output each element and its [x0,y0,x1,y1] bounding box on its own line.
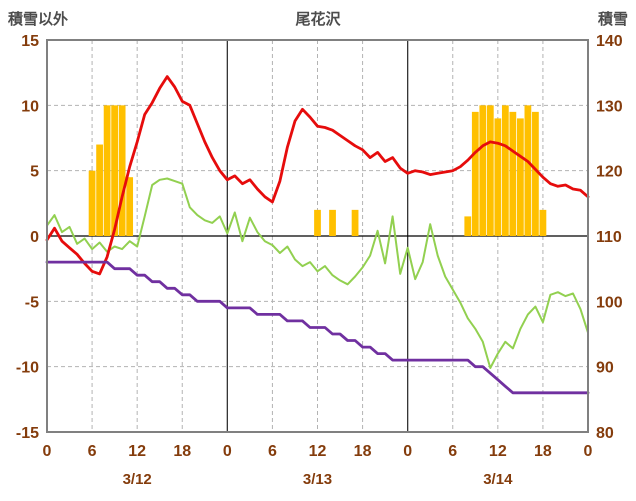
left-tick-label: 10 [21,98,39,115]
bar-precipitation-orange [96,144,103,236]
left-tick-label: -10 [16,360,39,377]
hour-tick-label: 6 [448,443,457,460]
hour-tick-label: 18 [534,443,552,460]
bar-precipitation-orange [516,118,524,236]
bar-precipitation-orange [524,105,532,236]
hour-tick-label: 12 [489,443,507,460]
bar-precipitation-orange [88,170,96,236]
right-tick-label: 100 [596,294,623,311]
date-label: 3/14 [483,471,513,488]
right-tick-label: 90 [596,360,614,377]
hour-tick-label: 0 [584,443,593,460]
line-temperature-red [45,75,590,276]
line-snow-depth-purple [45,260,590,395]
right-axis-title: 積雪 [597,11,628,28]
left-tick-label: -5 [25,294,39,311]
bar-precipitation-orange [464,216,472,236]
hour-tick-label: 18 [173,443,191,460]
bar-precipitation-orange [111,105,119,236]
right-tick-label: 140 [596,33,623,50]
left-axis-title: 積雪以外 [8,11,69,28]
hour-tick-label: 18 [354,443,372,460]
bar-precipitation-orange [501,105,509,236]
line-secondary-green [46,177,589,369]
bar-precipitation-orange [118,105,126,236]
bar-precipitation-orange [314,209,321,236]
right-tick-label: 110 [596,229,622,246]
date-label: 3/13 [303,471,332,488]
bar-precipitation-orange [329,209,336,236]
hour-tick-label: 0 [403,443,412,460]
right-tick-label: 130 [596,98,623,115]
date-label: 3/12 [123,471,152,488]
hour-tick-label: 6 [268,443,277,460]
hour-tick-label: 0 [43,443,52,460]
bar-precipitation-orange [126,177,134,236]
bar-precipitation-orange [479,105,487,236]
bar-precipitation-orange [509,111,517,236]
hour-tick-label: 12 [128,443,146,460]
hour-tick-label: 0 [223,443,232,460]
bar-precipitation-orange [471,111,479,236]
left-tick-label: -15 [16,425,39,442]
hour-tick-label: 6 [88,443,97,460]
left-tick-label: 0 [30,229,39,246]
right-tick-label: 80 [596,425,614,442]
right-tick-label: 120 [596,164,623,181]
left-tick-label: 15 [21,33,39,50]
bar-precipitation-orange [539,209,547,236]
chart-title: 尾花沢 [295,11,341,28]
bar-precipitation-orange [532,111,539,236]
left-tick-label: 5 [30,164,39,181]
bar-precipitation-orange [494,118,502,236]
bar-precipitation-orange [486,105,494,236]
bar-precipitation-orange [351,209,359,236]
plot-frame [46,39,589,433]
bar-precipitation-orange [103,105,111,236]
hour-tick-label: 12 [309,443,327,460]
